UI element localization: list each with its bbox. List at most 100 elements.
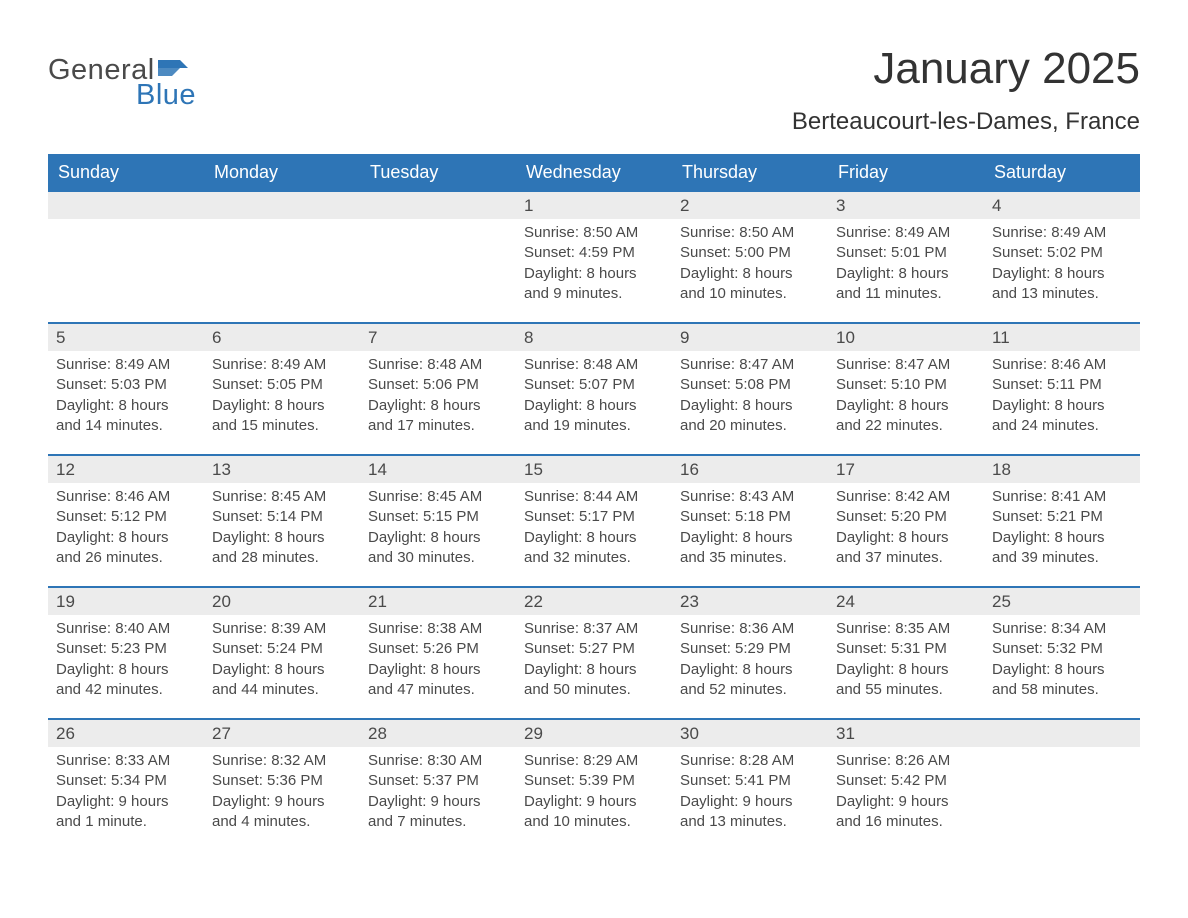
sunset-text: Sunset: 5:41 PM — [680, 771, 820, 791]
sunrise-text: Sunrise: 8:48 AM — [368, 355, 508, 375]
day-details: Sunrise: 8:43 AMSunset: 5:18 PMDaylight:… — [672, 483, 828, 572]
calendar-day-cell: 29Sunrise: 8:29 AMSunset: 5:39 PMDayligh… — [516, 720, 672, 836]
day-number: 28 — [360, 720, 516, 747]
sunrise-text: Sunrise: 8:40 AM — [56, 619, 196, 639]
week-spacer — [48, 308, 1140, 322]
calendar-header-row: Sunday Monday Tuesday Wednesday Thursday… — [48, 154, 1140, 192]
day-details: Sunrise: 8:36 AMSunset: 5:29 PMDaylight:… — [672, 615, 828, 704]
day-details: Sunrise: 8:39 AMSunset: 5:24 PMDaylight:… — [204, 615, 360, 704]
calendar-day-cell: 22Sunrise: 8:37 AMSunset: 5:27 PMDayligh… — [516, 588, 672, 704]
sunset-text: Sunset: 5:18 PM — [680, 507, 820, 527]
daylight-text: and 10 minutes. — [524, 812, 664, 832]
daylight-text: Daylight: 8 hours — [680, 396, 820, 416]
calendar-day-cell: 4Sunrise: 8:49 AMSunset: 5:02 PMDaylight… — [984, 192, 1140, 308]
day-header: Tuesday — [360, 154, 516, 192]
calendar-day-cell: 5Sunrise: 8:49 AMSunset: 5:03 PMDaylight… — [48, 324, 204, 440]
calendar-day-cell: 12Sunrise: 8:46 AMSunset: 5:12 PMDayligh… — [48, 456, 204, 572]
day-details: Sunrise: 8:47 AMSunset: 5:08 PMDaylight:… — [672, 351, 828, 440]
week-spacer — [48, 704, 1140, 718]
day-details: Sunrise: 8:48 AMSunset: 5:06 PMDaylight:… — [360, 351, 516, 440]
daylight-text: Daylight: 9 hours — [212, 792, 352, 812]
day-details: Sunrise: 8:35 AMSunset: 5:31 PMDaylight:… — [828, 615, 984, 704]
day-number: 12 — [48, 456, 204, 483]
day-details: Sunrise: 8:45 AMSunset: 5:15 PMDaylight:… — [360, 483, 516, 572]
daylight-text: Daylight: 9 hours — [836, 792, 976, 812]
day-details: Sunrise: 8:49 AMSunset: 5:02 PMDaylight:… — [984, 219, 1140, 308]
calendar-day-cell: 20Sunrise: 8:39 AMSunset: 5:24 PMDayligh… — [204, 588, 360, 704]
sunset-text: Sunset: 5:03 PM — [56, 375, 196, 395]
day-number — [204, 192, 360, 219]
day-details: Sunrise: 8:32 AMSunset: 5:36 PMDaylight:… — [204, 747, 360, 836]
calendar-day-cell: 13Sunrise: 8:45 AMSunset: 5:14 PMDayligh… — [204, 456, 360, 572]
title-block: January 2025 Berteaucourt-les-Dames, Fra… — [792, 44, 1140, 136]
calendar-table: Sunday Monday Tuesday Wednesday Thursday… — [48, 154, 1140, 836]
day-header: Thursday — [672, 154, 828, 192]
day-number: 31 — [828, 720, 984, 747]
daylight-text: and 9 minutes. — [524, 284, 664, 304]
week-spacer — [48, 440, 1140, 454]
sunset-text: Sunset: 5:17 PM — [524, 507, 664, 527]
calendar-day-cell: 23Sunrise: 8:36 AMSunset: 5:29 PMDayligh… — [672, 588, 828, 704]
daylight-text: Daylight: 8 hours — [992, 660, 1132, 680]
calendar-day-cell: 27Sunrise: 8:32 AMSunset: 5:36 PMDayligh… — [204, 720, 360, 836]
day-number: 9 — [672, 324, 828, 351]
sunrise-text: Sunrise: 8:46 AM — [992, 355, 1132, 375]
day-details: Sunrise: 8:33 AMSunset: 5:34 PMDaylight:… — [48, 747, 204, 836]
daylight-text: and 10 minutes. — [680, 284, 820, 304]
day-number: 13 — [204, 456, 360, 483]
daylight-text: Daylight: 8 hours — [680, 660, 820, 680]
calendar-day-cell: 28Sunrise: 8:30 AMSunset: 5:37 PMDayligh… — [360, 720, 516, 836]
day-details: Sunrise: 8:44 AMSunset: 5:17 PMDaylight:… — [516, 483, 672, 572]
sunrise-text: Sunrise: 8:49 AM — [992, 223, 1132, 243]
day-header: Sunday — [48, 154, 204, 192]
sunset-text: Sunset: 5:29 PM — [680, 639, 820, 659]
daylight-text: and 37 minutes. — [836, 548, 976, 568]
daylight-text: Daylight: 8 hours — [524, 264, 664, 284]
day-number: 18 — [984, 456, 1140, 483]
daylight-text: Daylight: 8 hours — [368, 660, 508, 680]
day-details: Sunrise: 8:45 AMSunset: 5:14 PMDaylight:… — [204, 483, 360, 572]
day-details: Sunrise: 8:28 AMSunset: 5:41 PMDaylight:… — [672, 747, 828, 836]
daylight-text: Daylight: 8 hours — [524, 528, 664, 548]
day-details: Sunrise: 8:46 AMSunset: 5:12 PMDaylight:… — [48, 483, 204, 572]
day-number: 5 — [48, 324, 204, 351]
sunset-text: Sunset: 5:37 PM — [368, 771, 508, 791]
sunrise-text: Sunrise: 8:49 AM — [56, 355, 196, 375]
sunset-text: Sunset: 5:23 PM — [56, 639, 196, 659]
calendar-day-cell: 15Sunrise: 8:44 AMSunset: 5:17 PMDayligh… — [516, 456, 672, 572]
calendar-week-row: 1Sunrise: 8:50 AMSunset: 4:59 PMDaylight… — [48, 192, 1140, 308]
day-number: 4 — [984, 192, 1140, 219]
calendar-day-cell: 14Sunrise: 8:45 AMSunset: 5:15 PMDayligh… — [360, 456, 516, 572]
daylight-text: and 26 minutes. — [56, 548, 196, 568]
sunrise-text: Sunrise: 8:42 AM — [836, 487, 976, 507]
calendar-day-cell: 1Sunrise: 8:50 AMSunset: 4:59 PMDaylight… — [516, 192, 672, 308]
calendar-week-row: 12Sunrise: 8:46 AMSunset: 5:12 PMDayligh… — [48, 454, 1140, 572]
day-number: 30 — [672, 720, 828, 747]
day-number: 14 — [360, 456, 516, 483]
daylight-text: Daylight: 8 hours — [992, 264, 1132, 284]
sunset-text: Sunset: 5:39 PM — [524, 771, 664, 791]
day-number: 26 — [48, 720, 204, 747]
calendar-day-cell — [48, 192, 204, 308]
calendar-day-cell: 18Sunrise: 8:41 AMSunset: 5:21 PMDayligh… — [984, 456, 1140, 572]
sunrise-text: Sunrise: 8:49 AM — [836, 223, 976, 243]
day-header: Saturday — [984, 154, 1140, 192]
daylight-text: Daylight: 9 hours — [368, 792, 508, 812]
daylight-text: Daylight: 8 hours — [56, 528, 196, 548]
sunrise-text: Sunrise: 8:47 AM — [836, 355, 976, 375]
sunset-text: Sunset: 5:01 PM — [836, 243, 976, 263]
calendar-day-cell: 2Sunrise: 8:50 AMSunset: 5:00 PMDaylight… — [672, 192, 828, 308]
day-details: Sunrise: 8:34 AMSunset: 5:32 PMDaylight:… — [984, 615, 1140, 704]
daylight-text: and 24 minutes. — [992, 416, 1132, 436]
daylight-text: Daylight: 8 hours — [680, 264, 820, 284]
daylight-text: Daylight: 8 hours — [368, 528, 508, 548]
sunrise-text: Sunrise: 8:47 AM — [680, 355, 820, 375]
weeks-container: 1Sunrise: 8:50 AMSunset: 4:59 PMDaylight… — [48, 192, 1140, 836]
day-details: Sunrise: 8:41 AMSunset: 5:21 PMDaylight:… — [984, 483, 1140, 572]
day-number: 25 — [984, 588, 1140, 615]
daylight-text: and 58 minutes. — [992, 680, 1132, 700]
day-number: 16 — [672, 456, 828, 483]
calendar-day-cell: 25Sunrise: 8:34 AMSunset: 5:32 PMDayligh… — [984, 588, 1140, 704]
daylight-text: and 30 minutes. — [368, 548, 508, 568]
calendar-day-cell — [360, 192, 516, 308]
